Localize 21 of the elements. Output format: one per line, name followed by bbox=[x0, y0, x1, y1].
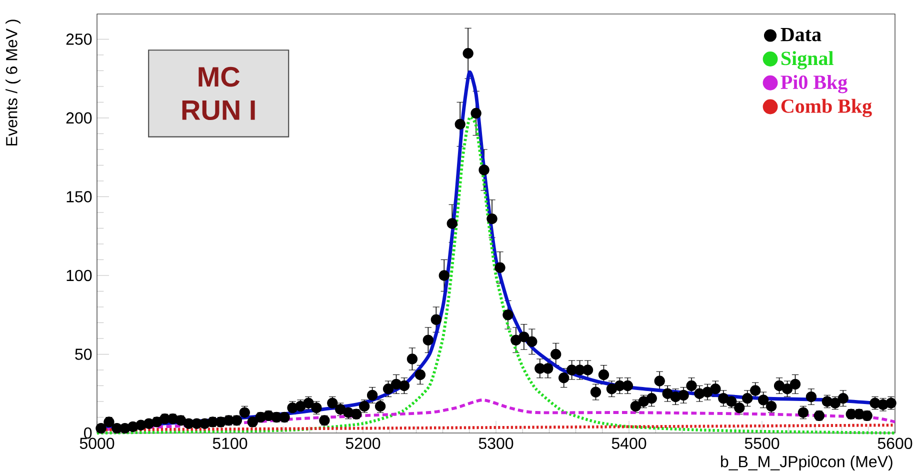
x-tick-label: 5400 bbox=[612, 438, 646, 450]
x-tick-label: 5600 bbox=[878, 438, 912, 450]
y-tick-label: 100 bbox=[66, 270, 92, 282]
y-tick-label: 50 bbox=[75, 348, 92, 360]
legend-label: Data bbox=[780, 28, 822, 42]
x-axis-title: b_B_M_JPpi0con (MeV) bbox=[721, 456, 892, 470]
y-tick-label: 150 bbox=[66, 191, 92, 202]
legend-label: Pi0 Bkg bbox=[780, 74, 848, 94]
y-tick-label: 200 bbox=[66, 112, 92, 124]
x-tick-label: 5200 bbox=[346, 438, 380, 450]
annotation: RUN I bbox=[182, 100, 255, 120]
y-axis-title: Events / ( 6 MeV ) bbox=[6, 20, 20, 146]
x-tick-label: 5000 bbox=[80, 438, 114, 450]
legend-label: Comb Bkg bbox=[781, 98, 872, 118]
legend-label: Signal bbox=[781, 51, 834, 70]
x-tick-label: 5300 bbox=[478, 438, 514, 450]
y-tick-label: 0 bbox=[84, 427, 92, 439]
annotation: MC bbox=[198, 66, 240, 87]
x-tick-label: 5500 bbox=[744, 438, 780, 450]
y-tick-label: 250 bbox=[66, 34, 92, 45]
x-tick-label: 5100 bbox=[212, 438, 248, 450]
